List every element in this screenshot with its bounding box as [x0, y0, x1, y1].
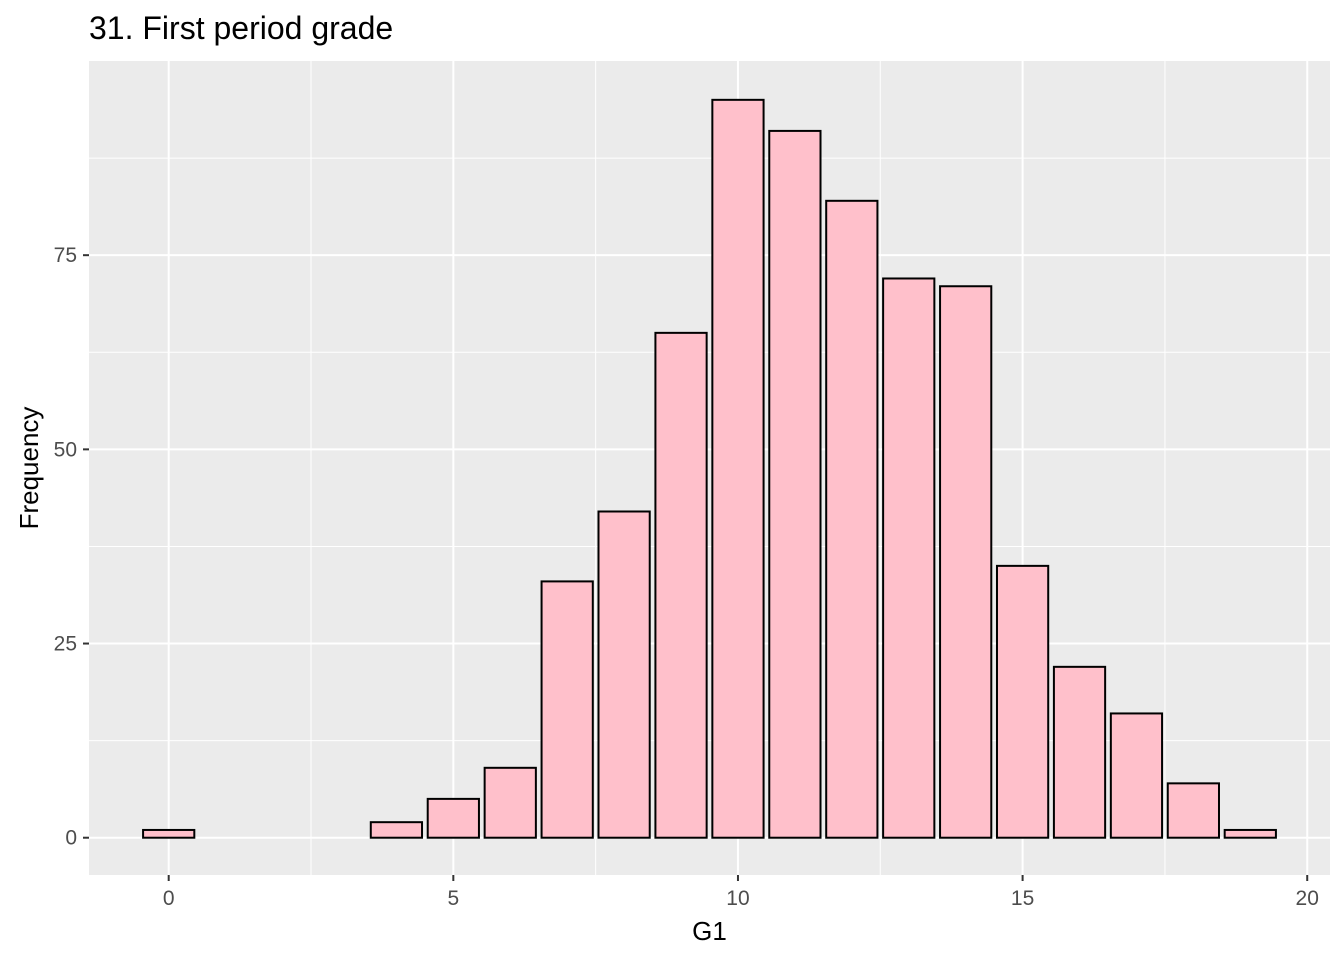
bar — [768, 129, 822, 839]
x-axis: 0 5 10 15 20 — [163, 875, 1319, 910]
bar — [426, 797, 480, 839]
bar — [1223, 828, 1277, 839]
chart-title: 31. First period grade — [89, 10, 394, 46]
bar — [939, 285, 993, 839]
x-axis-title: G1 — [692, 916, 727, 946]
x-tick-label: 5 — [447, 887, 459, 910]
x-tick-label: 0 — [163, 887, 175, 910]
bar — [597, 510, 651, 839]
x-tick-label: 20 — [1296, 887, 1319, 910]
bar — [1109, 712, 1164, 839]
y-axis: 0 25 50 75 — [54, 244, 89, 850]
bar — [825, 199, 879, 839]
y-tick-label: 0 — [65, 827, 77, 850]
y-tick-label: 25 — [54, 633, 77, 656]
bar — [369, 821, 424, 839]
y-tick-label: 50 — [54, 438, 77, 461]
bar — [654, 331, 708, 839]
bar — [540, 580, 594, 839]
bar — [1166, 782, 1220, 839]
bar — [142, 828, 196, 839]
y-tick-label: 75 — [54, 244, 77, 267]
x-tick-label: 15 — [1011, 887, 1034, 910]
y-axis-title: Frequency — [14, 407, 44, 530]
bar — [995, 564, 1050, 839]
bar — [483, 766, 537, 839]
bars — [142, 98, 1277, 839]
bar — [1052, 665, 1107, 839]
bar — [882, 277, 936, 839]
bar — [711, 98, 765, 839]
x-tick-label: 10 — [726, 887, 749, 910]
minor-gridlines — [89, 61, 1330, 875]
